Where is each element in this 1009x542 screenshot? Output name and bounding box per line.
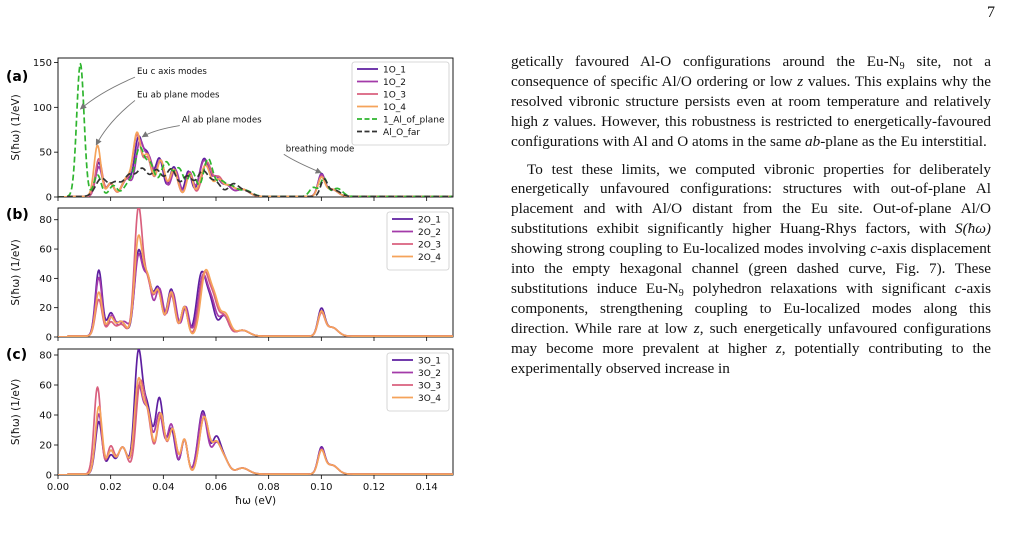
text-run: -plane as the Eu interstitial.: [820, 132, 987, 150]
legend-entry: 1O_2: [383, 78, 406, 88]
chart-panel-2: 0 20 40 60 80 S(ħω) (1/eV) (b) 2O_1 2O_2 2O_3 2O_4: [6, 207, 454, 344]
y-tick-label: 150: [33, 58, 52, 69]
text-run: S: [954, 220, 963, 238]
annotation-arrow: [95, 100, 136, 146]
annotation-label: Al ab plane modes: [182, 116, 262, 126]
text-run: site, not a consequence of specific Al/O…: [511, 53, 991, 90]
text-run: c: [870, 240, 878, 258]
x-tick-label: 0.08: [258, 482, 280, 493]
text-run: -axis components, strengthening coupling…: [511, 279, 991, 337]
y-axis-label: S(ħω) (1/eV): [10, 379, 22, 445]
series-line-3O_4: [58, 376, 453, 475]
page-number: 7: [987, 4, 995, 21]
annotation-label: breathing mode: [286, 144, 355, 154]
legend-entry: Al_O_far: [383, 128, 420, 138]
legend-entry: 1O_3: [383, 91, 406, 101]
series-line-Al_O_far: [58, 167, 453, 197]
legend-entry: 2O_2: [418, 228, 441, 238]
legend-entry: 3O_4: [418, 394, 441, 404]
vibronic-spectra-figure: 0 50 100 150 S(ħω) (1/eV) (a) 1O_1 1O_2 1O_3 1O_4…: [6, 57, 454, 507]
legend-box: [386, 352, 450, 412]
y-tick-label: 0: [46, 333, 52, 344]
text-run: polyhedron relaxations with significant: [683, 279, 955, 297]
legend-box: [386, 211, 450, 271]
series-group: [58, 349, 453, 475]
x-tick-label: 0.02: [100, 482, 122, 493]
legend-entry: 3O_1: [418, 357, 441, 367]
text-run: z: [775, 339, 782, 357]
text-run: values. However, this robustness is rest…: [511, 112, 991, 150]
x-tick-label: 0.00: [47, 482, 69, 493]
text-run: getically favoured Al-O configurations a…: [511, 53, 900, 70]
text-run: showing strong coupling to Eu-localized …: [511, 240, 871, 258]
legend-entry: 2O_4: [418, 253, 441, 263]
y-tick-label: 50: [39, 148, 52, 159]
body-text: getically favoured Al-O configurations a…: [511, 52, 991, 379]
text-run: 9: [899, 61, 905, 72]
text-run: values. This explains why the resolved v…: [511, 72, 991, 130]
legend-entry: 1O_1: [383, 66, 406, 76]
panel-label: (b): [6, 207, 29, 223]
x-tick-label: 0.06: [205, 482, 227, 493]
y-axis-label: S(ħω) (1/eV): [10, 239, 22, 305]
annotation-arrow: [141, 125, 180, 138]
text-run: c: [954, 279, 962, 297]
legend-entry: 1_Al_of_plane: [383, 116, 445, 126]
text-run: , such energetically unfavoured configur…: [511, 319, 992, 357]
annotation-arrow: [283, 153, 322, 174]
legend-entry: 3O_3: [418, 382, 441, 392]
y-tick-label: 100: [33, 103, 52, 114]
annotation-label: Eu c axis modes: [137, 67, 207, 77]
legend-entry: 1O_4: [383, 103, 406, 113]
x-tick-label: 0.10: [310, 482, 332, 493]
annotation-label: Eu ab plane modes: [137, 90, 220, 100]
panel-label: (a): [6, 69, 28, 85]
legend-entry: 2O_1: [418, 216, 441, 226]
y-tick-label: 0: [46, 471, 52, 482]
y-tick-label: 60: [39, 245, 52, 256]
annotation-arrow: [79, 76, 136, 110]
y-tick-label: 60: [39, 381, 52, 392]
y-tick-label: 80: [39, 215, 52, 226]
paragraph-1: getically favoured Al-O configurations a…: [511, 52, 991, 152]
x-axis-label: ħω (eV): [235, 495, 276, 507]
text-run: z: [797, 72, 804, 90]
legend-box: [351, 61, 450, 146]
x-tick-label: 0.14: [416, 482, 438, 493]
plot-frame: [57, 207, 454, 338]
series-group: [58, 62, 453, 197]
x-tick-label: 0.12: [363, 482, 385, 493]
y-tick-label: 20: [39, 441, 52, 452]
text-run: (ħω): [962, 220, 991, 238]
text-run: 9: [678, 287, 684, 299]
y-tick-label: 0: [46, 193, 52, 204]
y-tick-label: 40: [39, 274, 52, 285]
text-run: To test these limits, we computed vibron…: [511, 160, 991, 238]
text-run: z: [693, 319, 700, 337]
text-run: z: [542, 112, 549, 130]
plot-frame: [57, 348, 454, 476]
chart-panel-3: 0 20 40 60 80 0.00 0.02 0.04 0.06 0.08 0.10 0.12 0.1…: [6, 347, 454, 507]
y-tick-label: 20: [39, 303, 52, 314]
y-tick-label: 80: [39, 351, 52, 362]
text-run: -axis displacement into the empty hexago…: [511, 240, 992, 297]
paragraph-2: To test these limits, we computed vibron…: [511, 160, 991, 379]
y-axis-label: S(ħω) (1/eV): [10, 94, 22, 160]
text-run: , potentially contributing to the experi…: [511, 339, 991, 377]
chart-panel-1: 0 50 100 150 S(ħω) (1/eV) (a) 1O_1 1O_2 1O_3 1O_4…: [6, 57, 454, 204]
legend-entry: 2O_3: [418, 241, 441, 251]
legend-entry: 3O_2: [418, 369, 441, 379]
y-tick-label: 40: [39, 411, 52, 422]
text-run: ab: [805, 132, 821, 150]
panel-label: (c): [6, 347, 27, 363]
series-line-2O_4: [58, 234, 453, 337]
plot-frame: [57, 57, 454, 198]
x-tick-label: 0.04: [152, 482, 174, 493]
series-group: [58, 208, 453, 337]
